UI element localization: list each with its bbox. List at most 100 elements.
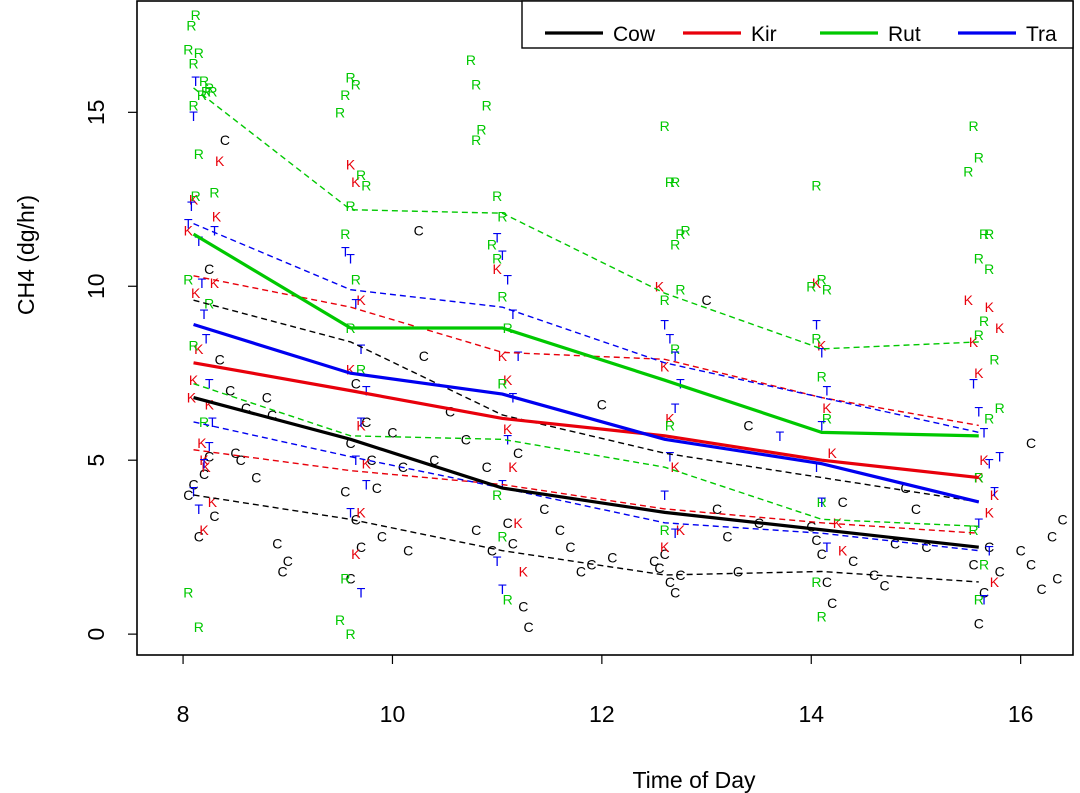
point-cow: C	[267, 407, 277, 423]
x-tick-label: 10	[380, 701, 406, 727]
point-rut: R	[346, 70, 356, 86]
point-kir: K	[513, 515, 523, 531]
point-cow: C	[1026, 435, 1036, 451]
point-kir: K	[187, 390, 197, 406]
point-kir: K	[351, 174, 361, 190]
point-tra: T	[194, 233, 203, 249]
legend-label-cow: Cow	[613, 23, 656, 46]
legend-label-kir: Kir	[751, 23, 777, 46]
x-tick-label: 16	[1008, 701, 1034, 727]
point-rut: R	[984, 261, 994, 277]
point-rut: R	[974, 327, 984, 343]
point-tra: T	[362, 477, 371, 493]
data-points: CCCCCCCCCCCCCCCCCCCCCCCCCCCCCCCCCCCCCCCC…	[183, 7, 1067, 642]
point-cow: C	[220, 132, 230, 148]
point-cow: C	[555, 522, 565, 538]
point-rut: R	[191, 188, 201, 204]
point-cow: C	[351, 511, 361, 527]
point-cow: C	[576, 564, 586, 580]
point-kir: K	[974, 470, 984, 486]
point-cow: C	[911, 501, 921, 517]
point-tra: T	[184, 216, 193, 232]
point-rut: R	[497, 529, 507, 545]
band-line-lower-kir	[193, 449, 979, 534]
legend-box	[521, 0, 1074, 49]
point-cow: C	[508, 536, 518, 552]
point-rut: R	[989, 351, 999, 367]
point-kir: K	[498, 348, 508, 364]
point-kir: K	[184, 223, 194, 239]
point-rut: R	[183, 584, 193, 600]
point-cow: C	[283, 553, 293, 569]
point-cow: C	[1037, 581, 1047, 597]
point-cow: C	[670, 584, 680, 600]
point-tra: T	[200, 456, 209, 472]
point-cow: C	[518, 598, 528, 614]
point-rut: R	[811, 574, 821, 590]
point-kir: K	[995, 320, 1005, 336]
point-tra: T	[357, 584, 366, 600]
point-rut: R	[503, 320, 513, 336]
point-rut: R	[194, 146, 204, 162]
point-cow: C	[979, 584, 989, 600]
point-tra: T	[969, 376, 978, 392]
point-kir: K	[990, 487, 1000, 503]
y-axis-title: CH4 (dg/hr)	[13, 195, 39, 315]
point-rut: R	[979, 226, 989, 242]
point-cow: C	[995, 564, 1005, 580]
point-tra: T	[341, 243, 350, 259]
point-rut: R	[984, 226, 994, 242]
mean-line-kir	[193, 361, 979, 480]
band-line-upper-rut	[193, 87, 979, 350]
band-line-lower-tra	[193, 421, 979, 552]
point-tra: T	[823, 383, 832, 399]
point-cow: C	[1016, 543, 1026, 559]
point-rut: R	[183, 271, 193, 287]
point-rut: R	[335, 612, 345, 628]
point-cow: C	[806, 518, 816, 534]
point-cow: C	[403, 543, 413, 559]
point-cow: C	[503, 515, 513, 531]
point-rut: R	[660, 522, 670, 538]
point-cow: C	[241, 400, 251, 416]
point-rut: R	[188, 97, 198, 113]
point-rut: R	[665, 417, 675, 433]
point-kir: K	[990, 574, 1000, 590]
point-cow: C	[487, 543, 497, 559]
point-tra: T	[493, 553, 502, 569]
point-rut: R	[492, 487, 502, 503]
point-rut: R	[194, 45, 204, 61]
x-tick-label: 14	[798, 701, 824, 727]
point-kir: K	[346, 157, 356, 173]
point-kir: K	[351, 546, 361, 562]
axes: 8 10 12 14 16 0 5 10 15	[83, 100, 1033, 727]
point-tra: T	[210, 223, 219, 239]
point-tra: T	[817, 417, 826, 433]
point-rut: R	[191, 7, 201, 23]
point-rut: R	[817, 609, 827, 625]
point-rut: R	[817, 369, 827, 385]
point-cow: C	[827, 595, 837, 611]
point-cow: C	[822, 574, 832, 590]
point-cow: C	[377, 529, 387, 545]
point-kir: K	[356, 504, 366, 520]
point-cow: C	[215, 351, 225, 367]
point-rut: R	[207, 83, 217, 99]
mean-lines	[192, 232, 980, 549]
point-tra: T	[352, 452, 361, 468]
point-rut: R	[492, 250, 502, 266]
point-rut: R	[204, 80, 214, 96]
point-cow: C	[743, 417, 753, 433]
point-kir: K	[199, 452, 209, 468]
point-cow: C	[419, 348, 429, 364]
point-kir: K	[655, 278, 665, 294]
point-rut: R	[194, 619, 204, 635]
point-cow: C	[890, 536, 900, 552]
point-cow: C	[387, 424, 397, 440]
point-cow: C	[351, 376, 361, 392]
point-rut: R	[201, 83, 211, 99]
point-rut: R	[660, 118, 670, 134]
point-rut: R	[186, 17, 196, 33]
point-cow: C	[712, 501, 722, 517]
